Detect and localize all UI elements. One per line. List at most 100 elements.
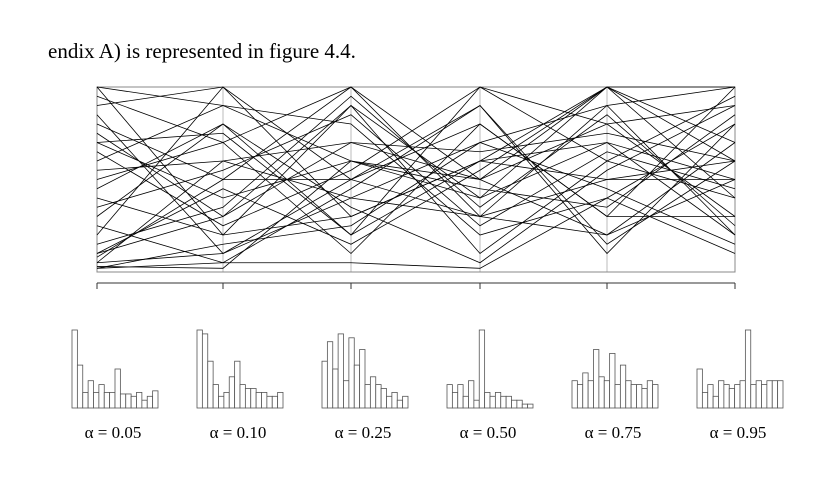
- histogram-bar: [739, 380, 746, 409]
- histogram-bar: [71, 329, 78, 409]
- histogram-bar: [603, 380, 611, 409]
- histogram-bar: [587, 380, 594, 409]
- histogram-bar: [119, 393, 127, 409]
- histogram-bar: [321, 360, 328, 409]
- histogram-bar: [141, 399, 148, 409]
- histogram-bar: [369, 376, 377, 409]
- histogram-bar: [364, 384, 371, 409]
- histogram-bar: [761, 384, 768, 409]
- histogram-bar: [712, 395, 719, 409]
- histogram-bar: [614, 384, 621, 409]
- histogram-bar: [228, 376, 236, 409]
- histogram-bar: [87, 380, 94, 409]
- histogram-bar: [718, 380, 725, 409]
- parallel-line: [96, 104, 736, 264]
- histogram-bar: [255, 391, 262, 409]
- histogram-bar: [234, 360, 241, 409]
- histogram-bar: [641, 388, 648, 409]
- histogram-bar: [462, 395, 469, 409]
- histogram-bar: [380, 388, 387, 409]
- histogram-bar: [359, 349, 366, 409]
- histogram-bar: [125, 393, 132, 409]
- body-text: endix A) is represented in figure 4.4.: [48, 39, 356, 63]
- histogram-bar: [619, 364, 627, 409]
- histogram-bar: [375, 384, 382, 409]
- histogram-bar: [250, 388, 257, 409]
- parallel-line: [96, 86, 736, 208]
- histogram-bar: [386, 395, 393, 409]
- histogram-bar: [701, 391, 709, 409]
- histogram-bar: [609, 352, 616, 409]
- histogram-bar: [478, 329, 486, 409]
- histogram-bar: [348, 337, 355, 409]
- histogram-label: α = 0.50: [460, 423, 517, 442]
- parallel-line: [96, 86, 735, 236]
- histogram-bar: [114, 368, 121, 409]
- histogram-bar: [207, 360, 214, 409]
- histogram-bar: [218, 395, 225, 409]
- histogram-bar: [396, 399, 404, 409]
- histogram-bar: [630, 384, 637, 409]
- histogram-bar: [771, 380, 779, 409]
- histogram-bar: [271, 395, 279, 409]
- histogram-bar: [146, 395, 154, 409]
- histogram-bar: [391, 391, 398, 409]
- histogram-bar: [446, 384, 453, 409]
- histogram-bar: [196, 329, 203, 409]
- histogram-bar: [223, 391, 230, 409]
- histogram-bar: [266, 395, 273, 409]
- histogram-bar: [130, 395, 137, 409]
- histogram-bar: [598, 376, 605, 409]
- histogram-bar: [625, 380, 632, 409]
- histogram-bar: [277, 391, 284, 409]
- histogram-bar: [109, 391, 116, 409]
- parallel-line: [96, 104, 736, 254]
- histogram-bar: [593, 349, 600, 409]
- histogram-bar: [343, 380, 350, 409]
- histogram-bar: [521, 403, 529, 409]
- histogram-bar: [696, 368, 703, 409]
- histogram-label: α = 0.25: [335, 423, 392, 442]
- histogram-bar: [516, 399, 523, 409]
- histogram-bar: [505, 395, 512, 409]
- histogram-bar: [451, 391, 459, 409]
- histogram-bar: [707, 384, 714, 409]
- histogram-bar: [734, 384, 741, 409]
- parallel-line: [96, 95, 736, 245]
- histogram-bar: [244, 388, 252, 409]
- histogram-bar: [728, 388, 736, 409]
- histogram-bar: [201, 333, 209, 409]
- histogram-bar: [777, 380, 784, 409]
- histogram-label: α = 0.10: [210, 423, 267, 442]
- parallel-line: [96, 86, 736, 254]
- histogram-bar: [473, 399, 480, 409]
- histogram-bar: [766, 380, 773, 409]
- parallel-line: [96, 142, 736, 269]
- histogram-bar: [93, 391, 100, 409]
- histogram-bar: [332, 368, 339, 409]
- histogram-bar: [468, 380, 475, 409]
- parallel-line: [96, 123, 736, 269]
- histogram-bar: [636, 384, 643, 409]
- histogram-bar: [576, 384, 584, 409]
- histogram-bar: [457, 384, 464, 409]
- histogram-bar: [755, 380, 762, 409]
- histogram-bar: [571, 380, 578, 409]
- histogram-bar: [353, 364, 361, 409]
- histogram-bar: [326, 341, 334, 409]
- parallel-line: [96, 95, 736, 255]
- histogram-bar: [76, 364, 84, 409]
- histogram-bar: [337, 333, 344, 409]
- histogram-bar: [82, 391, 89, 409]
- histogram-label: α = 0.75: [585, 423, 642, 442]
- parallel-line: [96, 86, 736, 255]
- histogram-bar: [582, 372, 589, 409]
- histogram-bar: [103, 391, 111, 409]
- histogram-bar: [652, 384, 659, 409]
- histogram-bar: [511, 399, 518, 409]
- histogram-bar: [489, 395, 496, 409]
- histogram-bar: [152, 390, 159, 409]
- histogram-bar: [98, 384, 105, 409]
- histogram-label: α = 0.95: [710, 423, 767, 442]
